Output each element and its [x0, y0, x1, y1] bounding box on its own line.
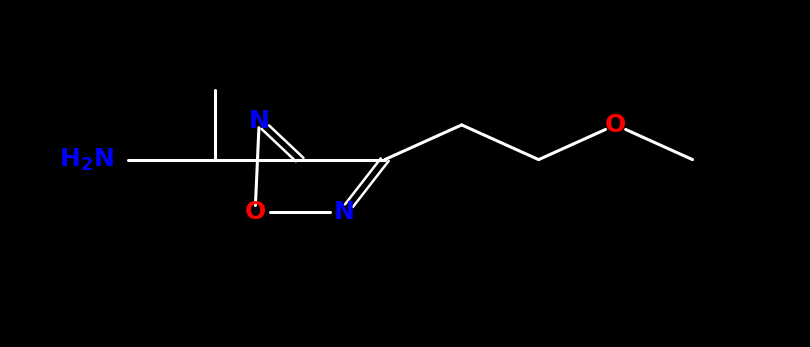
- Text: O: O: [605, 113, 626, 137]
- Text: $\mathregular{H_2N}$: $\mathregular{H_2N}$: [59, 146, 113, 173]
- Text: N: N: [334, 200, 355, 224]
- Text: N: N: [249, 109, 270, 134]
- Text: O: O: [245, 200, 266, 224]
